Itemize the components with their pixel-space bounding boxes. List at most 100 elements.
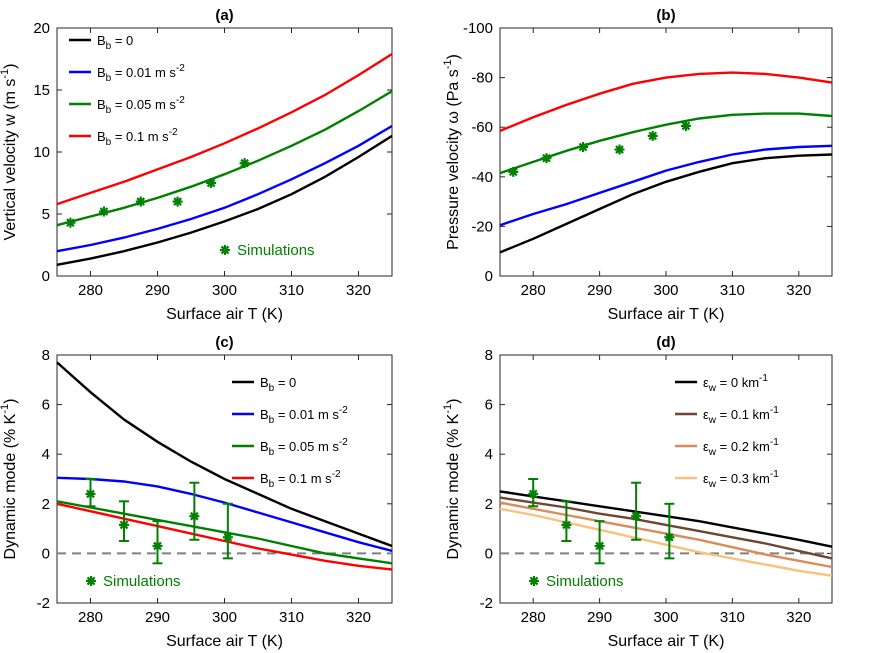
x-tick-label: 300	[212, 609, 237, 626]
asterisk-core	[531, 491, 536, 497]
series-line-4	[56, 52, 393, 206]
y-tick-label: -20	[471, 218, 493, 235]
legend-label-1: Bb = 0	[260, 375, 296, 394]
asterisk-core	[68, 220, 73, 225]
y-tick-label: 6	[485, 397, 493, 414]
x-axis-label: Surface air T (K)	[166, 306, 283, 323]
legend-label-2: εw = 0.1 km-1	[703, 405, 779, 426]
legend-simulation-label: Simulations	[546, 573, 624, 590]
asterisk-core	[225, 535, 231, 540]
y-tick-label: 6	[42, 397, 50, 414]
asterisk-core	[617, 147, 622, 152]
legend-simulation-label: Simulations	[237, 242, 315, 259]
series-line-1	[56, 361, 393, 548]
series-line-3	[499, 112, 833, 175]
series-line-3	[56, 500, 393, 565]
asterisk-core	[580, 144, 586, 150]
y-tick-label: -2	[37, 595, 50, 612]
y-tick-label: 0	[485, 545, 493, 562]
simulation-point	[98, 206, 109, 217]
simulation-point	[508, 166, 519, 177]
axes-box	[499, 27, 833, 277]
y-tick-label: 8	[485, 347, 493, 364]
x-tick-label: 290	[587, 609, 612, 626]
x-tick-label: 300	[653, 282, 678, 299]
y-axis-label: Dynamic mode (% K-1)	[442, 399, 462, 560]
legend-simulation-marker	[529, 576, 539, 586]
simulation-point	[119, 519, 129, 530]
chart-panel-c: (c) 280 290 300 310 320 -2 0 2 4 6 8 Surface air T (…	[0, 334, 393, 650]
axes-box	[499, 354, 833, 604]
asterisk-core	[121, 522, 127, 528]
series-line-4	[499, 507, 833, 577]
panel-title: (c)	[215, 334, 233, 351]
asterisk-core	[101, 209, 107, 214]
legend-label-4: εw = 0.3 km-1	[703, 469, 779, 490]
simulation-point	[561, 519, 572, 530]
simulation-point	[189, 511, 200, 522]
x-tick-label: 290	[145, 282, 170, 299]
asterisk-core	[667, 535, 672, 540]
panel-title: (b)	[656, 7, 675, 24]
simulation-point	[647, 130, 658, 141]
x-tick-label: 320	[346, 282, 371, 299]
x-tick-label: 300	[653, 609, 678, 626]
legend-label-1: Bb = 0	[97, 33, 133, 52]
series-line-1	[56, 134, 393, 266]
x-tick-label: 320	[346, 609, 371, 626]
asterisk-core	[650, 133, 655, 139]
x-axis-label: Surface air T (K)	[608, 306, 725, 323]
asterisk-core	[175, 199, 180, 204]
legend-label-3: Bb = 0.05 m s-2	[260, 437, 348, 458]
x-tick-label: 320	[786, 282, 811, 299]
asterisk-core	[544, 156, 549, 161]
series-line-2	[56, 476, 393, 553]
asterisk-core	[192, 514, 197, 519]
simulation-point	[239, 158, 250, 169]
chart-panel-b: (b) 280 290 300 310 320 0 -20 -40 -60 -80 -100 Surfa…	[442, 7, 833, 323]
y-tick-label: 15	[33, 82, 50, 99]
legend-label-3: εw = 0.2 km-1	[703, 437, 779, 458]
asterisk-core	[633, 514, 639, 519]
asterisk-core	[222, 247, 228, 253]
legend-label-2: Bb = 0.01 m s-2	[97, 63, 185, 84]
asterisk-core	[531, 578, 537, 584]
simulation-point	[135, 196, 146, 207]
x-axis-label: Surface air T (K)	[166, 633, 283, 650]
asterisk-core	[597, 543, 602, 549]
x-tick-label: 290	[587, 282, 612, 299]
series-line-1	[499, 153, 833, 254]
y-tick-label: 10	[33, 144, 50, 161]
x-tick-label: 320	[786, 609, 811, 626]
asterisk-core	[138, 199, 143, 204]
y-tick-label: 0	[42, 545, 50, 562]
series-line-2	[499, 144, 833, 227]
asterisk-core	[155, 543, 160, 549]
x-tick-label: 280	[521, 609, 546, 626]
legend-simulation-marker	[220, 245, 230, 255]
y-tick-label: 0	[485, 268, 493, 285]
asterisk-core	[208, 180, 214, 186]
y-tick-label: 2	[485, 496, 493, 513]
simulation-point	[528, 488, 539, 499]
x-tick-label: 280	[521, 282, 546, 299]
x-tick-label: 290	[145, 609, 170, 626]
legend-label-4: Bb = 0.1 m s-2	[97, 127, 178, 148]
chart-panel-d: (d) 280 290 300 310 320 -2 0 2 4 6 8 Surface air T (…	[442, 334, 833, 650]
y-tick-label: -40	[471, 169, 493, 186]
x-tick-label: 300	[212, 282, 237, 299]
legend-label-3: Bb = 0.05 m s-2	[97, 95, 185, 116]
simulation-point	[172, 196, 183, 207]
x-tick-label: 310	[720, 282, 745, 299]
x-axis-label: Surface air T (K)	[608, 633, 725, 650]
y-axis-label: Dynamic mode (% K-1)	[0, 399, 19, 560]
simulation-point	[664, 532, 675, 543]
asterisk-core	[511, 169, 516, 175]
y-axis-label: Pressure velocity ω (Pa s-1)	[442, 54, 462, 250]
simulation-point	[578, 142, 588, 153]
asterisk-core	[88, 578, 94, 584]
y-tick-label: 5	[42, 206, 50, 223]
y-tick-label: 8	[42, 347, 50, 364]
asterisk-core	[564, 522, 569, 528]
